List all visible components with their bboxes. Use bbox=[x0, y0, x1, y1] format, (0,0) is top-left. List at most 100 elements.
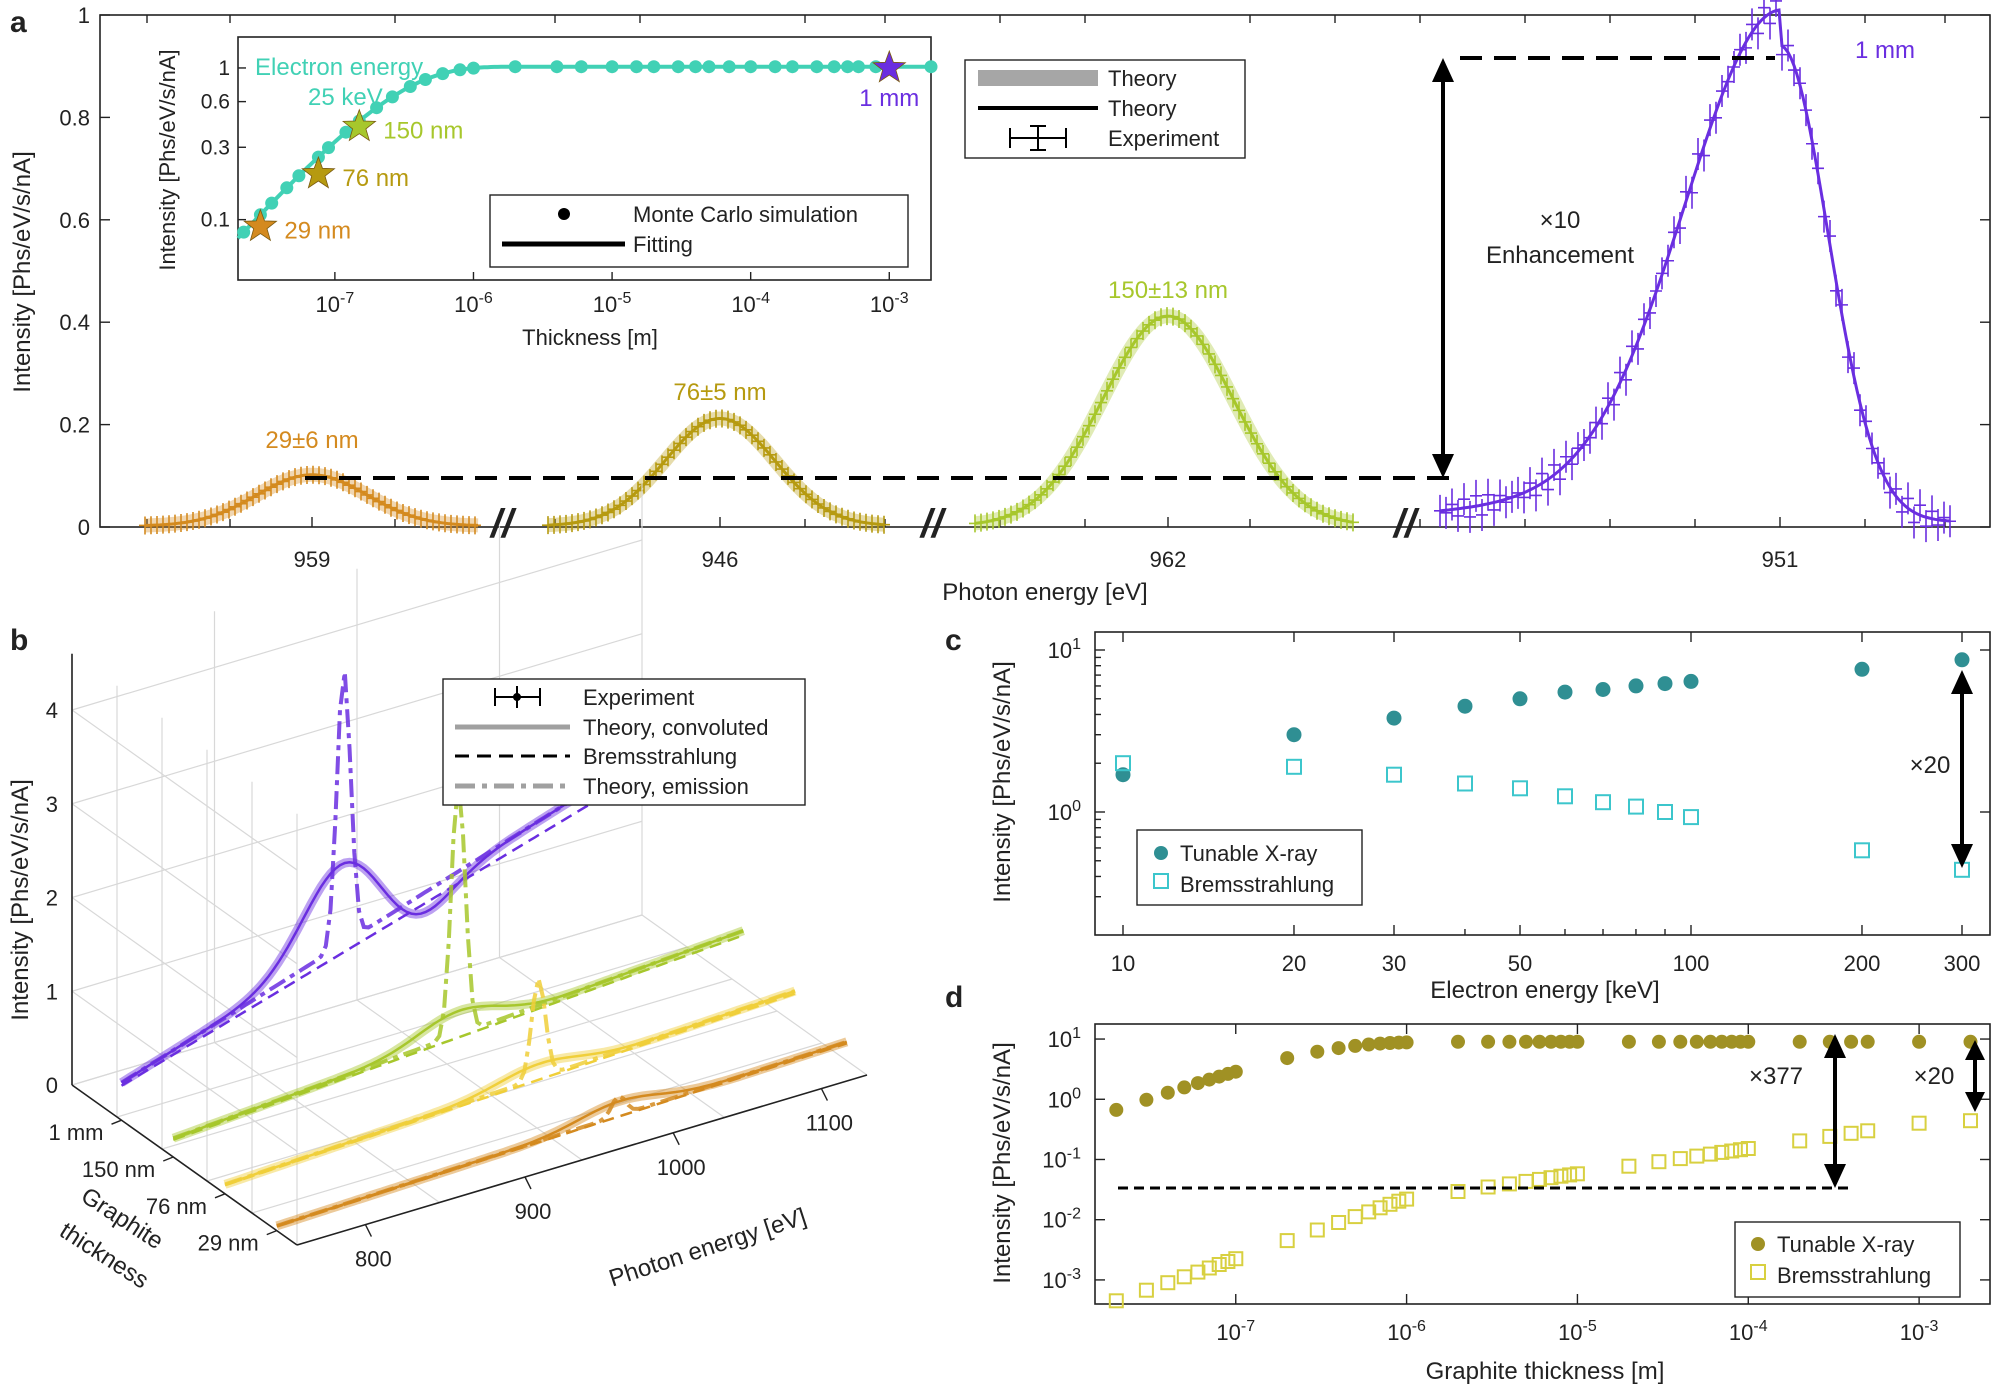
experiment-errorbar bbox=[1686, 176, 1698, 209]
d-x-tick-label: 10-4 bbox=[1729, 1318, 1768, 1345]
experiment-errorbar bbox=[1125, 338, 1137, 357]
left-wall-grid-h bbox=[71, 709, 298, 871]
experiment-errorbar bbox=[1317, 504, 1329, 523]
legend-d-tunable: Tunable X-ray bbox=[1777, 1232, 1914, 1257]
inset-mc-point bbox=[292, 169, 306, 183]
b-x-tick-label: 900 bbox=[515, 1199, 552, 1224]
experiment-errorbar bbox=[1191, 326, 1203, 345]
floor-grid-depth bbox=[356, 999, 583, 1161]
experiment-errorbar bbox=[1107, 370, 1119, 389]
d-tunable-point bbox=[1844, 1034, 1859, 1049]
b-depth-axis bbox=[71, 1084, 298, 1246]
experiment-errorbar bbox=[848, 511, 860, 530]
experiment-errorbar bbox=[1620, 363, 1632, 396]
enhancement-factor: ×10 bbox=[1540, 207, 1581, 234]
c-brems-point bbox=[1657, 804, 1673, 820]
panel-b-ylabel: Intensity [Phs/eV/s/nA] bbox=[7, 779, 34, 1020]
legend-theory-band-swatch bbox=[978, 70, 1098, 86]
experiment-errorbar bbox=[824, 502, 836, 521]
experiment-errorbar bbox=[1065, 448, 1077, 467]
experiment-errorbar bbox=[295, 466, 307, 485]
legend-theory-2: Theory bbox=[1108, 96, 1176, 121]
d-tunable-point bbox=[1451, 1034, 1465, 1049]
panel-d-factor-20: ×20 bbox=[1914, 1063, 1955, 1090]
b-x-tick bbox=[820, 1088, 829, 1101]
experiment-errorbar bbox=[776, 460, 788, 479]
d-brems-point bbox=[1714, 1144, 1730, 1160]
experiment-errorbar bbox=[229, 497, 241, 516]
experiment-errorbar bbox=[247, 488, 259, 507]
panel-d-axes-box bbox=[1094, 1023, 1991, 1305]
d-brems-point bbox=[1843, 1125, 1859, 1141]
d-brems-point bbox=[1279, 1233, 1295, 1249]
legend-b-experiment: Experiment bbox=[583, 685, 694, 710]
d-brems-point bbox=[1372, 1200, 1388, 1216]
panel-c-xlabel: Electron energy [keV] bbox=[1430, 977, 1659, 1004]
experiment-errorbar bbox=[1836, 288, 1848, 321]
d-brems-point bbox=[1450, 1184, 1466, 1199]
experiment-errorbar bbox=[1458, 483, 1470, 516]
legend-c-brems: Bremsstrahlung bbox=[1180, 872, 1334, 897]
experiment-errorbar bbox=[1806, 127, 1818, 160]
experiment-errorbar bbox=[1518, 481, 1530, 514]
experiment-errorbar bbox=[1602, 382, 1614, 415]
inset-x-tick-label: 10-7 bbox=[316, 290, 355, 317]
d-brems-point bbox=[1569, 1166, 1585, 1182]
experiment-errorbar bbox=[1572, 432, 1584, 465]
experiment-errorbar bbox=[241, 491, 253, 510]
experiment-errorbar bbox=[1884, 476, 1896, 509]
experiment-errorbar bbox=[1185, 319, 1197, 338]
d-brems-point bbox=[1724, 1143, 1740, 1159]
b-z-tick-label: 2 bbox=[46, 886, 58, 911]
experiment-errorbar bbox=[1614, 356, 1626, 389]
experiment-errorbar bbox=[181, 513, 193, 532]
panel-a-axes-box bbox=[99, 14, 1991, 528]
y-tick-label: 1 bbox=[78, 3, 90, 28]
inset-mc-point bbox=[403, 80, 417, 93]
c-x-tick-label: 20 bbox=[1282, 951, 1306, 976]
experiment-errorbar bbox=[836, 507, 848, 526]
peak-label: 76±5 nm bbox=[673, 379, 766, 406]
experiment-errorbar bbox=[686, 422, 698, 441]
panel-a-inset: 0.1 0.3 0.6 1 10-7 10-6 10-5 10-4 10-3 29 nm 76 n… bbox=[155, 36, 938, 350]
d-tunable-point bbox=[1190, 1076, 1205, 1091]
experiment-errorbar bbox=[692, 417, 704, 436]
experiment-errorbar bbox=[175, 513, 187, 532]
experiment-errorbar bbox=[1704, 104, 1716, 137]
d-tunable-point bbox=[1673, 1034, 1688, 1049]
b-depth-tick-label: 76 nm bbox=[146, 1194, 207, 1219]
d-tunable-point bbox=[1532, 1034, 1547, 1049]
inset-star-label: 29 nm bbox=[284, 218, 351, 245]
experiment-errorbar bbox=[349, 479, 361, 498]
experiment-errorbar bbox=[421, 511, 433, 530]
experiment-errorbar bbox=[283, 470, 295, 489]
panel-label-d: d bbox=[945, 981, 963, 1014]
d-tunable-point bbox=[1373, 1036, 1388, 1051]
experiment-errorbar bbox=[193, 510, 205, 529]
experiment-line bbox=[172, 929, 744, 1140]
inset-legend-marker bbox=[558, 208, 570, 220]
panel-c: c 10 20 30 50 100 200 300 100 101 Intensity [Phs… bbox=[945, 624, 1991, 1004]
experiment-errorbar bbox=[1908, 506, 1920, 539]
panel-b: b 0 1 2 3 4 800 900 1000 1100 1 mm 150 nm 76 nm 29 n… bbox=[7, 483, 868, 1294]
experiment-errorbar bbox=[1650, 274, 1662, 307]
inset-mc-point bbox=[467, 61, 480, 75]
panel-label-b: b bbox=[10, 624, 28, 657]
d-brems-point bbox=[1108, 1293, 1124, 1309]
panel-d-legend: Tunable X-ray Bremsstrahlung bbox=[1734, 1221, 1961, 1298]
c-tunable-point bbox=[1286, 727, 1302, 743]
inset-x-tick-label: 10-3 bbox=[870, 290, 909, 317]
legend-c-tunable-marker bbox=[1154, 846, 1168, 860]
experiment-errorbar bbox=[1005, 505, 1017, 524]
experiment-errorbar bbox=[1440, 496, 1452, 529]
d-brems-point bbox=[1553, 1168, 1569, 1184]
inset-y-tick-label: 0.6 bbox=[201, 91, 230, 114]
inset-mc-point bbox=[785, 60, 799, 74]
inset-mc-point bbox=[744, 60, 758, 74]
d-brems-point bbox=[1651, 1154, 1667, 1170]
experiment-errorbar bbox=[1944, 505, 1956, 538]
d-brems-point bbox=[1347, 1209, 1363, 1225]
inset-mc-point bbox=[237, 225, 251, 239]
experiment-errorbar bbox=[1488, 493, 1500, 526]
experiment-line bbox=[224, 989, 796, 1186]
